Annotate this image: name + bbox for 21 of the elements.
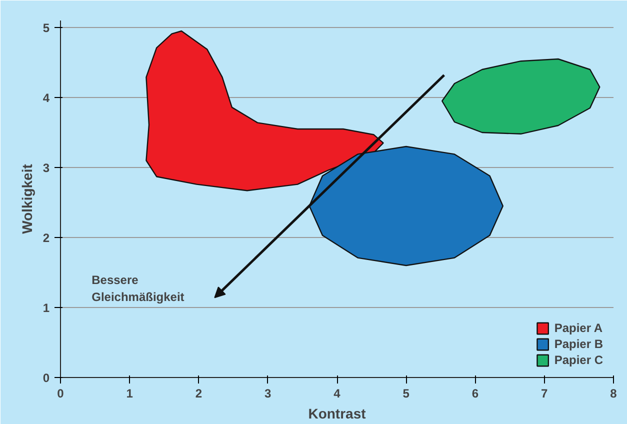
x-tick-label: 3 [264, 386, 272, 400]
y-tick-label: 3 [42, 161, 50, 175]
y-tick-label: 4 [42, 91, 50, 105]
y-axis-title: Wolkigkeit [18, 164, 35, 234]
x-tick-label: 8 [610, 386, 618, 400]
legend-label: Papier C [554, 353, 603, 367]
y-tick-label: 5 [42, 21, 50, 35]
x-tick-label: 0 [57, 386, 64, 400]
x-tick-label: 5 [402, 386, 410, 400]
x-axis-title: Kontrast [308, 406, 366, 422]
x-tick-label: 2 [195, 386, 202, 400]
x-tick-label: 6 [472, 386, 479, 400]
y-tick-label: 0 [42, 371, 50, 385]
y-tick-label: 2 [42, 231, 50, 245]
x-tick-label: 7 [541, 386, 548, 400]
x-tick-label: 4 [334, 386, 341, 400]
legend-label: Papier B [554, 337, 603, 351]
annotation: Bessere Gleichmäßigkeit [92, 273, 184, 304]
y-tick-label: 1 [42, 301, 50, 315]
x-tick-label: 1 [126, 386, 134, 400]
legend-label: Papier A [554, 321, 603, 335]
